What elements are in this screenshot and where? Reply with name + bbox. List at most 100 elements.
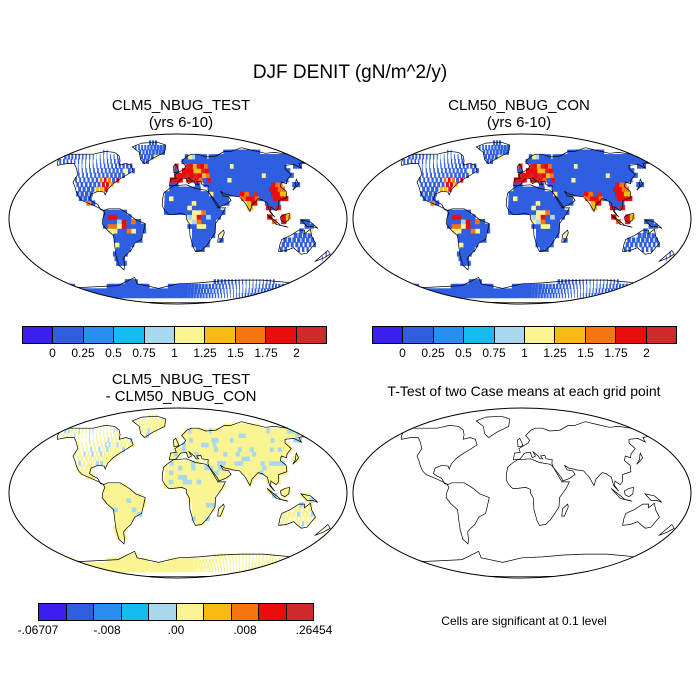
test-grid-cell <box>218 283 221 289</box>
test-grid-cell <box>173 191 179 197</box>
difference-grid-cell <box>178 562 182 568</box>
test-grid-cell <box>231 279 233 285</box>
test-grid-cell <box>263 288 266 294</box>
control-grid-cell <box>429 191 433 197</box>
colorbar-swatch <box>646 327 677 343</box>
control-grid-cell <box>648 219 654 225</box>
difference-grid-cell <box>217 460 223 466</box>
control-grid-cell <box>433 182 436 188</box>
difference-grid-cell <box>201 506 206 513</box>
test-grid-cell <box>118 172 121 178</box>
control-grid-cell <box>596 177 603 183</box>
test-grid-cell <box>281 214 287 220</box>
control-grid-cell <box>418 158 420 164</box>
control-grid-cell <box>650 237 654 243</box>
test-grid-cell <box>281 242 285 248</box>
test-grid-cell <box>117 223 123 229</box>
control-grid-cell <box>444 163 446 169</box>
difference-grid-cell <box>96 428 98 434</box>
control-grid-cell <box>657 242 660 248</box>
difference-grid-cell <box>123 516 130 522</box>
test-grid-cell <box>214 200 221 206</box>
control-grid-cell <box>423 293 433 299</box>
test-grid-cell <box>226 163 233 169</box>
test-grid-cell <box>181 293 185 299</box>
difference-grid-cell <box>208 557 211 563</box>
test-grid-cell <box>123 288 130 294</box>
difference-grid-cell <box>234 553 237 559</box>
test-grid-cell <box>210 177 217 183</box>
difference-grid-cell <box>162 419 166 425</box>
difference-grid-cell <box>200 516 206 522</box>
difference-grid-cell <box>132 511 138 517</box>
difference-grid-cell <box>147 419 150 425</box>
control-grid-cell <box>509 288 514 294</box>
test-grid-cell <box>191 186 197 192</box>
difference-grid-cell <box>128 516 135 522</box>
difference-grid-cell <box>187 488 193 494</box>
difference-grid-cell <box>135 567 141 573</box>
test-grid-cell <box>220 293 222 299</box>
test-grid-cell <box>159 293 165 299</box>
difference-grid-cell <box>268 451 276 457</box>
test-grid-cell <box>66 158 69 164</box>
test-grid-cell <box>216 168 223 174</box>
control-grid-cell <box>539 283 542 289</box>
test-grid-cell <box>220 168 227 174</box>
control-grid-cell <box>522 195 528 202</box>
control-grid-cell <box>564 182 571 188</box>
control-grid-cell <box>573 172 581 178</box>
control-grid-cell <box>522 172 527 178</box>
difference-grid-cell <box>102 446 105 452</box>
difference-grid-cell <box>196 474 202 480</box>
difference-grid-cell <box>276 567 280 573</box>
difference-grid-cell <box>207 456 214 462</box>
control-grid-cell <box>526 200 532 206</box>
control-grid-cell <box>544 163 550 169</box>
difference-grid-cell <box>223 423 230 429</box>
control-grid-cell <box>531 219 537 225</box>
difference-grid-cell <box>224 553 227 559</box>
colorbar-tick-label: 0.5 <box>455 346 472 360</box>
control-grid-cell <box>569 186 576 192</box>
control-grid-cell <box>551 288 554 294</box>
control-grid-cell <box>417 293 428 299</box>
test-grid-cell <box>192 214 198 220</box>
test-grid-cell <box>148 149 152 155</box>
test-grid-cell <box>97 168 99 174</box>
test-grid-cell <box>103 158 105 164</box>
control-grid-cell <box>554 205 560 211</box>
control-grid-cell <box>485 145 487 151</box>
control-grid-cell <box>591 168 599 174</box>
test-grid-cell <box>161 149 165 155</box>
difference-grid-cell <box>110 428 112 434</box>
difference-grid-cell <box>207 437 214 443</box>
difference-grid-cell <box>227 432 235 438</box>
difference-grid-cell <box>301 511 305 517</box>
difference-grid-cell <box>148 562 155 568</box>
test-grid-cell <box>225 283 228 289</box>
control-grid-cell <box>627 237 631 243</box>
control-grid-cell <box>629 172 638 178</box>
test-grid-cell <box>130 283 137 289</box>
colorbar-control <box>372 326 677 344</box>
difference-grid-cell <box>249 553 250 559</box>
test-grid-cell <box>234 279 237 285</box>
control-grid-cell <box>540 163 546 169</box>
control-grid-cell <box>470 223 476 229</box>
test-grid-cell <box>223 177 230 183</box>
difference-grid-cell <box>178 465 184 471</box>
control-grid-cell <box>554 223 560 229</box>
control-grid-cell <box>639 242 643 248</box>
control-grid-cell <box>468 279 476 285</box>
test-grid-cell <box>191 205 198 211</box>
difference-grid-cell <box>104 460 108 466</box>
test-grid-cell <box>206 219 212 225</box>
difference-grid-cell <box>181 432 187 438</box>
test-grid-cell <box>114 256 121 262</box>
test-grid-cell <box>273 279 275 285</box>
control-grid-cell <box>592 177 599 183</box>
test-grid-cell <box>202 293 205 299</box>
test-grid-cell <box>196 205 202 211</box>
control-grid-cell <box>565 172 572 178</box>
